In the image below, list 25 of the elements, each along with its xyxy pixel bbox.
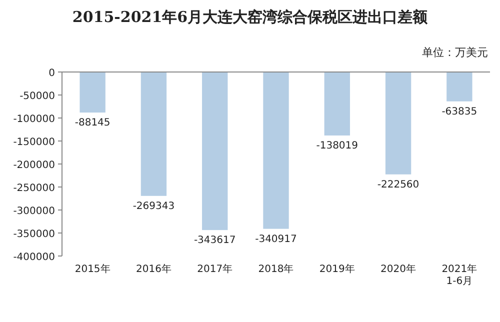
data-label: -222560 — [377, 179, 420, 190]
x-tick-label: 2020年 — [380, 263, 416, 275]
data-label: -88145 — [74, 118, 110, 129]
y-tick-label: 0 — [48, 68, 55, 79]
chart-title: 2015-2021年6月大连大窑湾综合保税区进出口差额 — [72, 8, 429, 26]
y-tick-label: -150000 — [13, 137, 55, 148]
x-tick-label: 2021年1-6月 — [442, 263, 478, 287]
data-label: -269343 — [132, 200, 175, 212]
y-tick-label: -300000 — [13, 206, 55, 217]
data-label: -343617 — [194, 235, 236, 246]
x-tick-label: 2016年 — [136, 263, 172, 275]
y-tick-label: -250000 — [13, 183, 55, 194]
y-tick-label: -100000 — [13, 114, 55, 125]
chart-subtitle: 单位：万美元 — [422, 46, 488, 59]
y-tick-label: -50000 — [20, 91, 55, 102]
y-tick-label: -350000 — [13, 229, 55, 240]
x-tick-label: 2019年 — [319, 263, 355, 275]
data-label: -63835 — [442, 106, 478, 118]
data-label: -340917 — [255, 234, 297, 245]
y-tick-label: -400000 — [13, 252, 55, 263]
y-tick-label: -200000 — [13, 160, 55, 171]
data-label: -138019 — [316, 140, 358, 152]
x-tick-label: 2018年 — [258, 263, 294, 275]
x-tick-label: 2017年 — [197, 263, 233, 275]
x-tick-label: 2015年 — [74, 263, 110, 275]
